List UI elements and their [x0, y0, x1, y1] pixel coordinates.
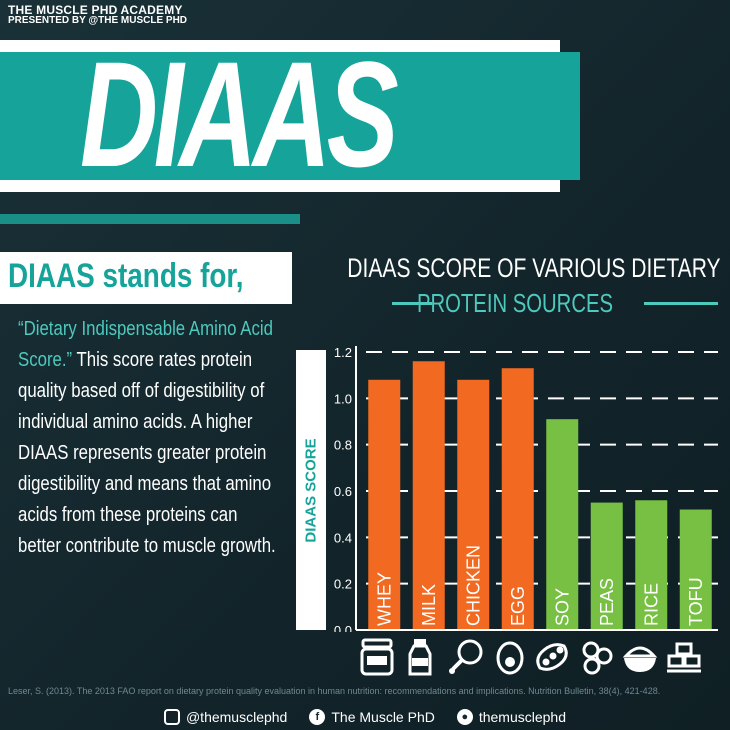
- bar-label-tofu: TOFU: [686, 577, 706, 626]
- social-bar: @themusclephd f The Muscle PhD ● themusc…: [0, 704, 730, 730]
- snapchat-icon: ●: [456, 709, 473, 725]
- bar-label-rice: RICE: [641, 583, 661, 626]
- intro-heading-box: [0, 252, 292, 304]
- intro-definition: “Dietary Indispensable Amino Acid Score.…: [18, 318, 273, 371]
- bar-label-chicken: CHICKEN: [463, 545, 483, 626]
- bar-label-soy: SOY: [552, 588, 572, 626]
- y-tick-label: 1.0: [334, 391, 352, 406]
- instagram-icon: [163, 709, 180, 725]
- tofu-icon: [667, 642, 701, 673]
- instagram-handle: @themusclephd: [185, 709, 288, 725]
- bar-label-whey: WHEY: [374, 572, 394, 626]
- food-icons-row: [326, 632, 726, 682]
- bar-rice: [635, 500, 668, 630]
- chart-title: DIAAS SCORE OF VARIOUS DIETARY: [347, 253, 721, 283]
- bar-chicken: [457, 379, 490, 630]
- soybean-icon: [536, 643, 568, 671]
- bar-tofu: [679, 509, 712, 630]
- chicken-leg-icon: [449, 639, 483, 674]
- instagram-link[interactable]: @themusclephd: [163, 709, 288, 725]
- y-axis-label-box: [296, 350, 326, 630]
- y-tick-label: 0.8: [334, 438, 352, 453]
- brand-name: THE MUSCLE PHD ACADEMY: [8, 3, 183, 17]
- whey-jar-icon: [360, 638, 394, 676]
- facebook-icon: f: [309, 709, 326, 725]
- brand-header: THE MUSCLE PHD ACADEMY PRESENTED BY @THE…: [8, 4, 187, 26]
- rice-bowl-icon: [622, 646, 658, 672]
- hero-band-teal: [0, 52, 580, 180]
- facebook-handle: The Muscle PhD: [331, 709, 435, 725]
- y-tick-label: 0.6: [334, 484, 352, 499]
- subtitle-line-right: [644, 302, 718, 305]
- y-tick-label: 0.4: [334, 530, 352, 545]
- milk-bottle-icon: [408, 639, 432, 676]
- intro-body: “Dietary Indispensable Amino Acid Score.…: [18, 314, 280, 562]
- bar-peas: [590, 502, 623, 630]
- y-tick-label: 1.2: [334, 345, 352, 360]
- citation: Leser, S. (2013). The 2013 FAO report on…: [8, 686, 661, 696]
- bar-milk: [412, 361, 445, 630]
- bar-label-peas: PEAS: [597, 578, 617, 626]
- decorative-stripe: [0, 214, 300, 224]
- bar-chart: 0.0 0.2 0.4 0.6 0.8 1.0 1.2 WHEY MILK CHICKEN EGG S…: [334, 345, 718, 632]
- peas-icon: [582, 641, 613, 675]
- hero-title: DIAAS: [80, 30, 399, 198]
- y-tick-label: 0.2: [334, 577, 352, 592]
- intro-heading: DIAAS stands for,: [8, 257, 244, 295]
- bar-egg: [501, 368, 534, 630]
- bar-soy: [546, 419, 579, 630]
- facebook-link[interactable]: f The Muscle PhD: [309, 709, 435, 725]
- bar-label-egg: EGG: [508, 586, 528, 626]
- egg-icon: [496, 641, 524, 675]
- chart-subtitle: PROTEIN SOURCES: [416, 288, 614, 318]
- bar-whey: [368, 379, 401, 630]
- y-tick-label: 0.0: [334, 623, 352, 632]
- intro-description: This score rates protein quality based o…: [18, 349, 276, 557]
- snapchat-handle: themusclephd: [478, 709, 567, 725]
- y-axis-label-wrap: DIAAS SCORE: [296, 350, 326, 630]
- brand-tagline: PRESENTED BY @THE MUSCLE PHD: [8, 15, 188, 26]
- bar-label-milk: MILK: [419, 584, 439, 626]
- subtitle-line-left: [392, 302, 432, 305]
- y-axis-label: DIAAS SCORE: [302, 437, 320, 543]
- snapchat-link[interactable]: ● themusclephd: [456, 709, 567, 725]
